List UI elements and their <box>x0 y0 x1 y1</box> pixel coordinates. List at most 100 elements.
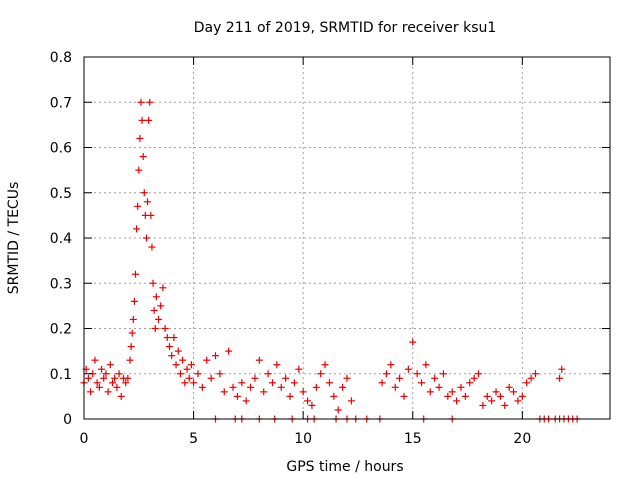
data-point <box>139 153 147 161</box>
data-point <box>233 392 241 400</box>
y-tick-label: 0.4 <box>50 231 72 247</box>
data-point <box>126 356 134 364</box>
data-point <box>142 234 150 242</box>
data-point <box>91 356 99 364</box>
data-point <box>558 365 566 373</box>
data-point <box>242 397 250 405</box>
x-tick-label: 10 <box>294 431 312 447</box>
data-point <box>168 352 176 360</box>
data-point <box>470 374 478 382</box>
data-point <box>444 392 452 400</box>
data-point <box>198 383 206 391</box>
grid <box>84 57 610 419</box>
data-point <box>151 325 159 332</box>
data-point <box>165 343 173 351</box>
data-point <box>183 365 191 373</box>
y-tick-label: 0 <box>63 412 72 428</box>
data-point <box>212 352 219 360</box>
data-point <box>190 379 198 387</box>
data-point <box>106 361 114 369</box>
y-tick-label: 0.3 <box>50 276 72 292</box>
data-point <box>343 374 351 382</box>
y-tick-label: 0.7 <box>50 95 72 111</box>
axis-ticks: 0 0.1 0.2 0.3 0.4 0.5 0.6 0.7 0.8 0 5 10 15 20 <box>50 50 610 447</box>
data-point <box>461 392 469 400</box>
data-point <box>152 293 160 301</box>
x-tick-label: 20 <box>513 431 531 447</box>
data-point <box>176 370 184 378</box>
y-tick-label: 0.8 <box>50 50 72 66</box>
data-point <box>312 383 320 391</box>
data-point <box>255 356 263 364</box>
data-point <box>102 370 110 378</box>
data-point <box>492 388 500 396</box>
data-point <box>290 379 298 387</box>
data-point <box>216 370 224 378</box>
data-point <box>135 166 143 174</box>
data-point <box>247 383 255 391</box>
data-point <box>277 383 285 391</box>
data-point <box>488 397 496 405</box>
data-point <box>122 379 130 387</box>
data-point <box>435 383 443 391</box>
data-point <box>134 202 142 210</box>
data-point <box>304 397 312 405</box>
data-point <box>325 379 333 387</box>
y-tick-label: 0.2 <box>50 322 72 338</box>
data-point <box>431 374 439 382</box>
data-point <box>334 406 342 414</box>
data-point <box>203 356 211 364</box>
data-point <box>496 392 504 400</box>
data-point <box>225 347 233 355</box>
data-point <box>181 379 189 387</box>
data-point <box>145 116 153 124</box>
data-point <box>115 370 123 378</box>
data-point <box>117 392 125 400</box>
x-tick-label: 5 <box>189 431 198 447</box>
data-point <box>264 370 272 378</box>
data-point <box>387 361 395 369</box>
data-point <box>149 279 157 287</box>
data-point <box>501 401 509 409</box>
data-point <box>391 383 399 391</box>
data-point <box>113 383 121 391</box>
data-point <box>148 243 156 251</box>
data-point <box>129 315 137 323</box>
data-point <box>531 370 539 378</box>
data-point <box>185 374 193 382</box>
data-point <box>146 98 154 106</box>
data-point <box>174 347 182 355</box>
data-point <box>514 397 522 405</box>
data-point <box>157 302 165 310</box>
data-point <box>161 325 169 332</box>
data-point <box>527 374 535 382</box>
data-point <box>268 379 276 387</box>
data-points <box>80 98 581 423</box>
data-point <box>317 370 325 378</box>
x-tick-label: 0 <box>80 431 89 447</box>
data-point <box>439 370 447 378</box>
data-point <box>150 306 158 314</box>
data-point <box>172 361 180 369</box>
data-point <box>111 374 119 382</box>
data-point <box>418 379 426 387</box>
data-point <box>128 329 136 337</box>
data-point <box>523 379 531 387</box>
data-point <box>347 397 355 405</box>
data-point <box>321 361 329 369</box>
data-point <box>518 392 526 400</box>
data-point <box>144 198 152 206</box>
data-point <box>229 383 237 391</box>
data-point <box>378 379 386 387</box>
data-point <box>286 392 294 400</box>
data-point <box>238 379 246 387</box>
data-point <box>330 392 338 400</box>
data-point <box>163 334 171 342</box>
data-point <box>87 388 95 396</box>
data-point <box>100 374 108 382</box>
data-point <box>207 374 215 382</box>
data-point <box>404 365 412 373</box>
data-point <box>159 284 167 292</box>
data-point <box>396 374 404 382</box>
